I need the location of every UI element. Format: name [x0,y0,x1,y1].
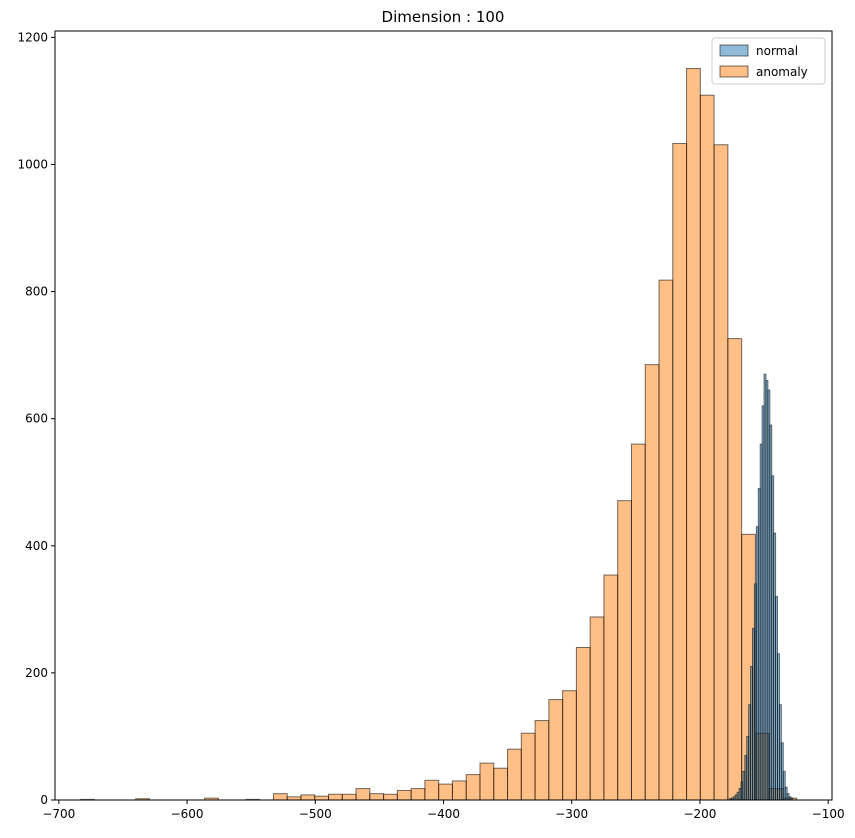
anomaly-bar-22 [383,793,398,801]
y-tick-label: 400 [25,539,48,553]
anomaly-bar-17 [314,795,330,801]
x-tick-label: −700 [42,807,75,821]
x-tick-label: −500 [299,807,332,821]
anomaly-bar-41 [644,364,660,801]
bars-layer [80,67,798,801]
anomaly-bar-33 [534,720,550,801]
legend-swatch-anomaly [719,65,749,78]
x-tick-label: −400 [427,807,460,821]
y-tick-label: 200 [25,666,48,680]
anomaly-bar-38 [603,574,619,801]
anomaly-bar-27 [451,780,467,801]
anomaly-bar-45 [699,94,715,801]
y-tick-label: 1000 [17,157,48,171]
anomaly-bar-23 [396,789,412,801]
x-tick-label: −100 [812,807,845,821]
anomaly-bar-34 [548,699,564,801]
y-tick-label: 800 [25,285,48,299]
anomaly-bar-43 [672,142,688,801]
y-tick-label: 0 [40,793,48,807]
anomaly-bar-16 [300,794,316,801]
anomaly-bar-36 [575,646,591,801]
anomaly-bar-14 [272,793,288,801]
x-tick-label: −200 [683,807,716,821]
anomaly-bar-28 [465,774,481,801]
anomaly-bar-37 [589,616,605,801]
anomaly-bar-19 [341,793,357,801]
y-tick-label: 600 [25,412,48,426]
x-tick-label: −300 [555,807,588,821]
anomaly-bar-39 [617,500,632,801]
chart-title: Dimension : 100 [382,8,505,26]
anomaly-bar-46 [713,144,729,801]
anomaly-bar-35 [562,690,577,801]
anomaly-bar-44 [686,67,701,801]
legend-label-normal: normal [756,44,798,58]
anomaly-bar-40 [630,443,646,801]
anomaly-bar-31 [507,748,522,801]
anomaly-bar-18 [328,793,343,801]
y-tick-label: 1200 [17,30,48,44]
anomaly-bar-47 [727,338,743,801]
anomaly-bar-29 [479,762,495,801]
legend-swatch-normal [719,44,749,57]
legend-label-anomaly: anomaly [756,65,808,79]
anomaly-bar-24 [410,788,426,801]
anomaly-bar-42 [658,279,674,801]
anomaly-bar-20 [355,788,371,801]
x-tick-label: −600 [171,807,204,821]
legend: normal anomaly [711,37,826,85]
anomaly-bar-32 [520,732,536,801]
anomaly-bar-30 [493,767,509,801]
anomaly-bar-26 [438,783,453,801]
anomaly-bar-21 [369,793,385,801]
anomaly-bar-25 [424,779,440,801]
axes-layer: −700 −600 −500 −400 −300 −200 −100 0 200 400 600 80… [17,30,844,821]
